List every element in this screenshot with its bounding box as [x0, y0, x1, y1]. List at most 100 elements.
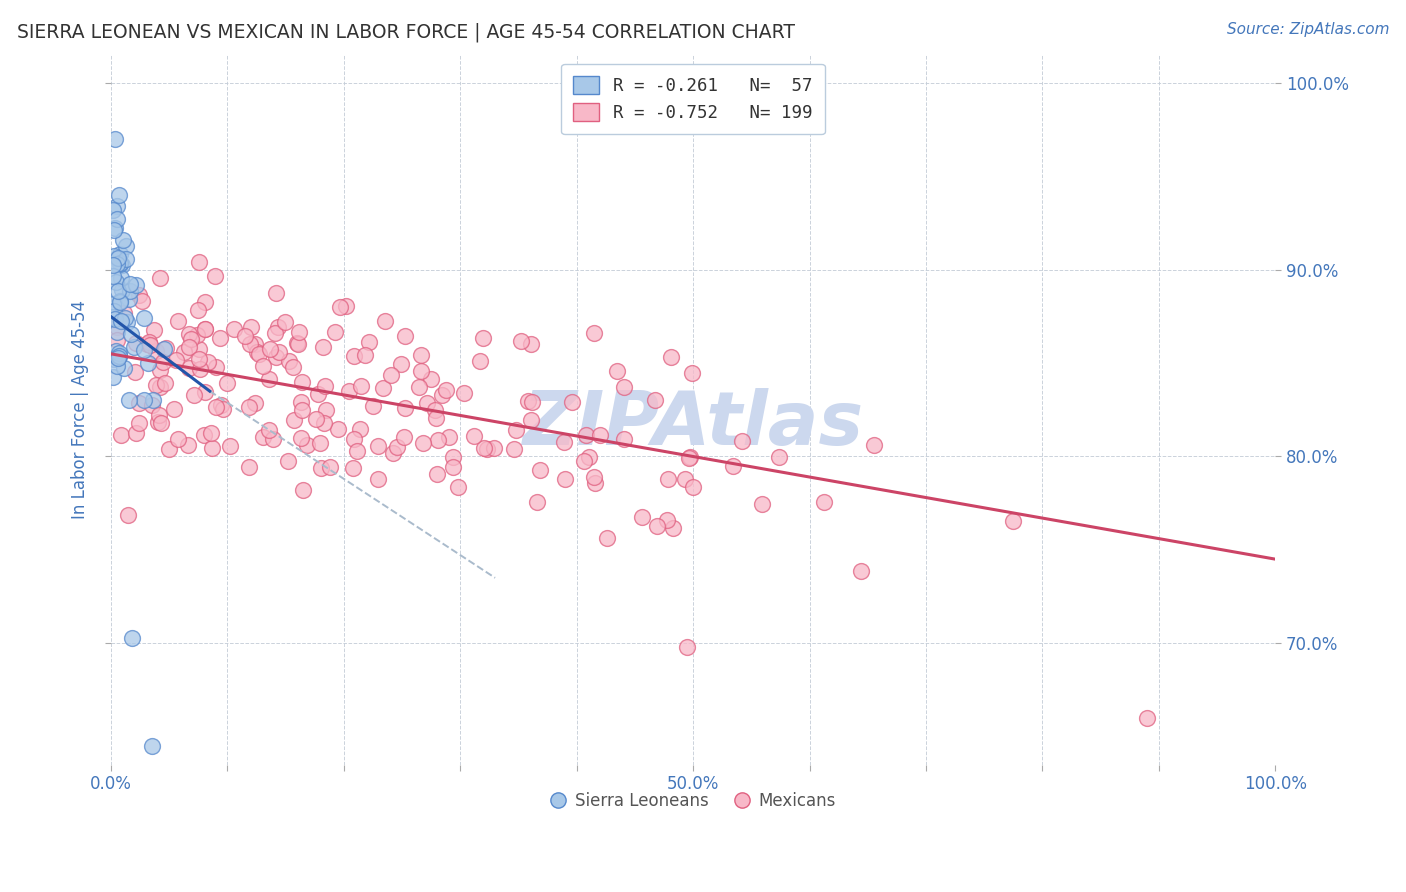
- Point: [318, 459, 340, 474]
- Point: [463, 429, 485, 443]
- Point: [394, 329, 416, 343]
- Point: [114, 252, 136, 266]
- Point: [813, 494, 835, 508]
- Point: [520, 395, 543, 409]
- Point: [468, 353, 491, 368]
- Point: [110, 294, 132, 309]
- Point: [315, 403, 337, 417]
- Point: [613, 380, 636, 394]
- Point: [510, 334, 533, 348]
- Point: [124, 426, 146, 441]
- Point: [145, 378, 167, 392]
- Point: [183, 388, 205, 402]
- Point: [101, 310, 124, 325]
- Point: [243, 337, 266, 351]
- Point: [367, 439, 389, 453]
- Point: [148, 409, 170, 423]
- Point: [149, 363, 172, 377]
- Point: [283, 413, 305, 427]
- Point: [291, 376, 314, 390]
- Point: [165, 353, 187, 368]
- Point: [731, 434, 754, 449]
- Point: [153, 376, 176, 391]
- Point: [721, 459, 744, 474]
- Point: [415, 396, 437, 410]
- Point: [288, 325, 311, 339]
- Point: [142, 393, 165, 408]
- Point: [314, 416, 336, 430]
- Point: [141, 399, 163, 413]
- Point: [105, 333, 128, 347]
- Point: [662, 521, 685, 535]
- Point: [115, 315, 138, 329]
- Point: [349, 422, 371, 436]
- Point: [408, 380, 430, 394]
- Point: [519, 413, 541, 427]
- Point: [136, 356, 159, 370]
- Point: [150, 416, 173, 430]
- Point: [678, 450, 700, 465]
- Point: [204, 400, 226, 414]
- Point: [266, 319, 288, 334]
- Point: [118, 277, 141, 291]
- Point: [128, 416, 150, 430]
- Point: [309, 436, 332, 450]
- Point: [186, 327, 208, 342]
- Point: [101, 268, 124, 283]
- Point: [187, 351, 209, 366]
- Point: [411, 364, 433, 378]
- Point: [359, 334, 381, 349]
- Point: [193, 428, 215, 442]
- Point: [307, 387, 329, 401]
- Point: [155, 341, 177, 355]
- Point: [124, 365, 146, 379]
- Point: [142, 323, 165, 337]
- Point: [305, 412, 328, 426]
- Point: [114, 306, 136, 320]
- Point: [264, 350, 287, 364]
- Point: [128, 396, 150, 410]
- Point: [101, 296, 124, 310]
- Point: [292, 483, 315, 497]
- Point: [412, 436, 434, 450]
- Point: [553, 435, 575, 450]
- Point: [118, 292, 141, 306]
- Point: [138, 334, 160, 349]
- Point: [134, 393, 156, 408]
- Point: [205, 360, 228, 375]
- Point: [290, 395, 312, 409]
- Point: [427, 433, 450, 447]
- Text: SIERRA LEONEAN VS MEXICAN IN LABOR FORCE | AGE 45-54 CORRELATION CHART: SIERRA LEONEAN VS MEXICAN IN LABOR FORCE…: [17, 22, 794, 42]
- Point: [104, 311, 127, 326]
- Point: [105, 319, 128, 334]
- Point: [125, 278, 148, 293]
- Point: [441, 460, 464, 475]
- Point: [101, 258, 124, 272]
- Point: [108, 346, 131, 360]
- Point: [419, 372, 441, 386]
- Point: [107, 252, 129, 266]
- Point: [477, 442, 499, 456]
- Point: [104, 344, 127, 359]
- Point: [107, 199, 129, 213]
- Point: [101, 203, 124, 218]
- Point: [108, 294, 131, 309]
- Point: [291, 403, 314, 417]
- Point: [572, 454, 595, 468]
- Point: [519, 337, 541, 351]
- Point: [631, 510, 654, 524]
- Point: [373, 381, 395, 395]
- Point: [252, 430, 274, 444]
- Point: [107, 349, 129, 363]
- Point: [247, 346, 270, 360]
- Point: [243, 396, 266, 410]
- Point: [287, 336, 309, 351]
- Point: [329, 300, 352, 314]
- Point: [342, 461, 364, 475]
- Point: [149, 271, 172, 285]
- Point: [526, 495, 548, 509]
- Point: [167, 433, 190, 447]
- Point: [131, 293, 153, 308]
- Point: [233, 329, 256, 343]
- Point: [188, 362, 211, 376]
